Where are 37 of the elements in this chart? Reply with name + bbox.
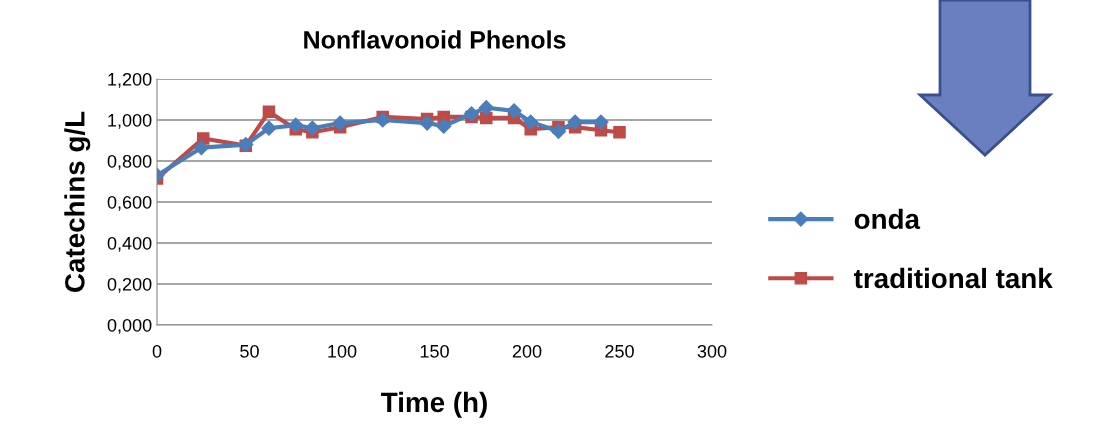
x-tick-label: 200 [512,344,542,358]
point [567,114,583,130]
x-tick-label: 250 [605,344,634,358]
point [550,123,567,139]
point [436,118,452,134]
x-tick-label: 0 [152,344,162,358]
point [506,103,522,119]
chart-title: Nonflavonoid Phenols [304,30,566,49]
y-tick-label: 0,600 [107,195,152,211]
x-tick-label: 300 [697,344,727,358]
y-tick-label: 0,800 [107,154,152,170]
point [375,112,391,128]
y-tick-label: 0,000 [107,318,152,334]
point [193,140,209,156]
point [478,100,494,116]
point [419,115,435,131]
x-tick-label: 150 [420,344,449,358]
point [463,106,480,122]
y-tick-label: 1,200 [108,72,152,88]
point [593,114,609,130]
point [480,111,493,125]
point [262,105,276,119]
y-tick-label: 0,200 [107,277,152,293]
point [261,120,277,136]
x-axis-title: Time (h) [381,391,487,418]
point [304,120,320,136]
x-tick-label: 50 [240,344,259,358]
x-tick-label: 100 [328,344,357,358]
point [523,114,539,130]
point [613,126,626,139]
legend-label: onda [854,208,921,230]
legend-label: traditional tank [853,267,1053,289]
point [332,115,348,131]
point [288,117,304,133]
y-axis-title: Catechins g/L [64,111,91,292]
y-tick-label: 1,000 [108,113,152,129]
y-tick-label: 0,400 [107,236,152,252]
